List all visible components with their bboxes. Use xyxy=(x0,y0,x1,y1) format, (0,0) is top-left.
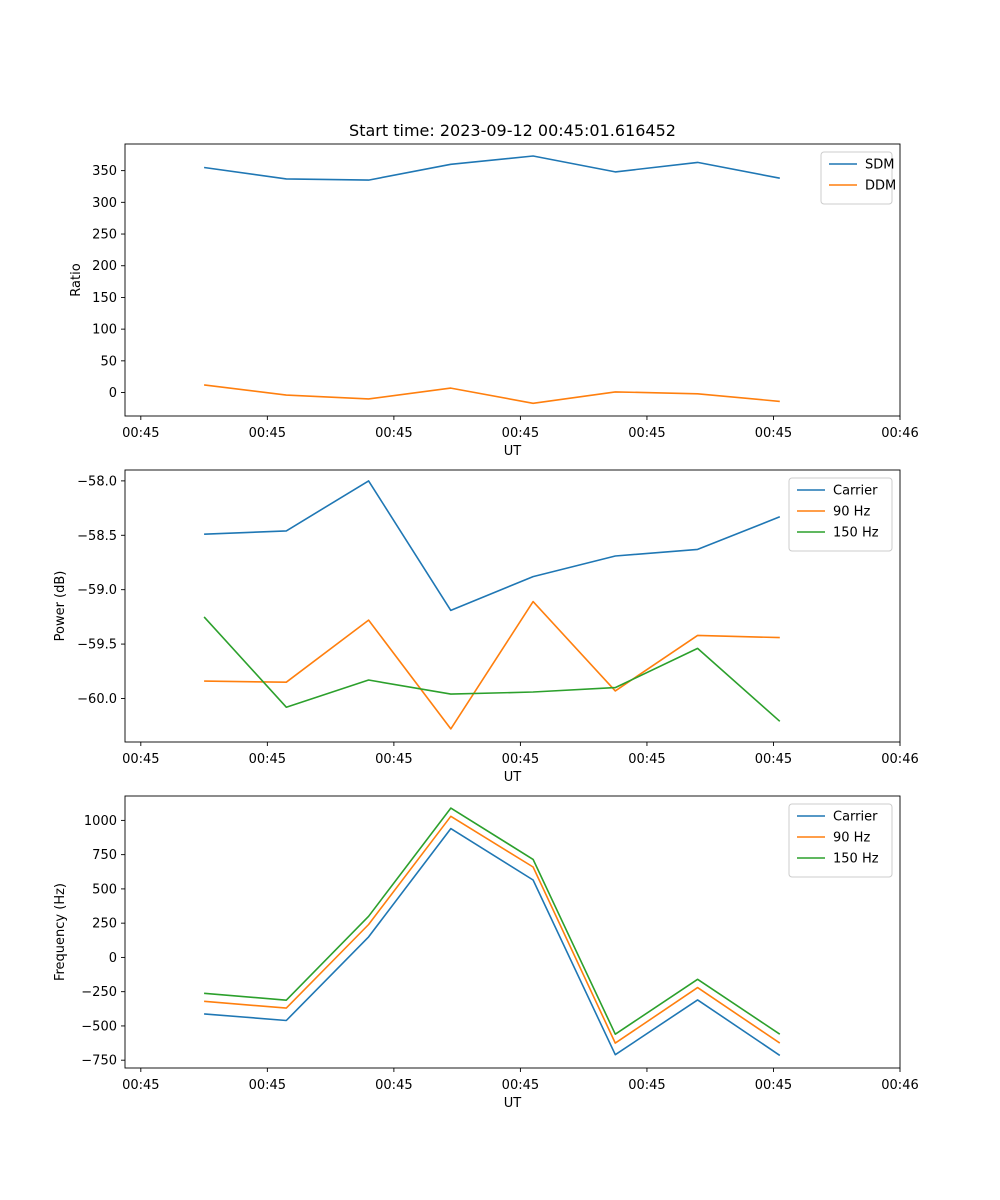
legend-label: SDM xyxy=(865,158,894,173)
chart-panel-1: 00:45 00:45 00:45 00:45 00:45 00:45 00:46 0 50 10… xyxy=(69,143,919,459)
y-tick-label: −60.0 xyxy=(77,692,117,707)
y-tick-label: 50 xyxy=(100,354,117,369)
y-tick-label: 250 xyxy=(92,228,117,243)
x-tick-label: 00:45 xyxy=(502,752,539,767)
series-line-150-hz xyxy=(204,807,781,1035)
legend-label: Carrier xyxy=(833,810,878,825)
x-tick-label: 00:45 xyxy=(628,426,665,441)
x-tick-label: 00:46 xyxy=(881,752,918,767)
axes-frame xyxy=(124,469,901,743)
y-tick-label: 1000 xyxy=(84,814,117,829)
legend-label: Carrier xyxy=(833,484,878,499)
y-tick-label: 350 xyxy=(92,164,117,179)
y-tick-label: 0 xyxy=(109,951,117,966)
chart-panel-2: 00:45 00:45 00:45 00:45 00:45 00:45 00:46 −60.0… xyxy=(53,469,919,785)
series-line-carrier xyxy=(204,480,781,612)
x-tick-label: 00:45 xyxy=(502,426,539,441)
x-tick-label: 00:45 xyxy=(375,752,412,767)
series-line-90-hz xyxy=(204,815,781,1044)
axes-frame xyxy=(124,143,901,417)
series-line-ddm xyxy=(204,384,780,405)
axes-frame xyxy=(124,795,901,1069)
x-tick-label: 00:45 xyxy=(502,1078,539,1093)
y-tick-label: 150 xyxy=(92,291,117,306)
y-axis-label: Ratio xyxy=(69,263,84,296)
y-tick-label: 250 xyxy=(92,917,117,932)
legend-label: 150 Hz xyxy=(833,852,879,867)
y-tick-label: 750 xyxy=(92,848,117,863)
x-tick-label: 00:45 xyxy=(249,426,286,441)
legend-label: 150 Hz xyxy=(833,526,879,541)
legend-label: 90 Hz xyxy=(833,505,870,520)
series-line-90-hz xyxy=(204,600,780,730)
x-axis-label: UT xyxy=(504,770,522,785)
x-tick-label: 00:45 xyxy=(249,752,286,767)
x-tick-label: 00:45 xyxy=(628,1078,665,1093)
x-tick-label: 00:45 xyxy=(755,426,792,441)
x-tick-label: 00:45 xyxy=(628,752,665,767)
x-axis-label: UT xyxy=(504,444,522,459)
x-tick-label: 00:45 xyxy=(755,752,792,767)
chart-panel-3: 00:45 00:45 00:45 00:45 00:45 00:45 00:46 −750 −… xyxy=(53,795,919,1111)
x-tick-label: 00:45 xyxy=(122,752,159,767)
y-tick-label: −58.5 xyxy=(77,529,117,544)
x-tick-label: 00:45 xyxy=(375,1078,412,1093)
y-tick-label: −58.0 xyxy=(77,474,117,489)
x-tick-label: 00:45 xyxy=(122,426,159,441)
legend-label: DDM xyxy=(865,179,896,194)
x-tick-label: 00:45 xyxy=(249,1078,286,1093)
x-tick-label: 00:46 xyxy=(881,1078,918,1093)
y-tick-label: 300 xyxy=(92,196,117,211)
figure-title: Start time: 2023-09-12 00:45:01.616452 xyxy=(349,121,676,140)
y-tick-label: −250 xyxy=(81,985,117,1000)
series-line-150-hz xyxy=(203,616,781,722)
y-tick-label: −500 xyxy=(81,1019,117,1034)
y-tick-label: 200 xyxy=(92,259,117,274)
y-axis-label: Frequency (Hz) xyxy=(53,883,68,981)
x-tick-label: 00:46 xyxy=(881,426,918,441)
y-axis-label: Power (dB) xyxy=(53,571,68,642)
x-axis-label: UT xyxy=(504,1096,522,1111)
legend: Carrier 90 Hz 150 Hz xyxy=(788,477,893,552)
series-line-carrier xyxy=(204,827,781,1057)
y-tick-label: 0 xyxy=(109,386,117,401)
y-tick-label: 500 xyxy=(92,882,117,897)
legend: SDM DDM xyxy=(820,151,896,205)
legend-label: 90 Hz xyxy=(833,831,870,846)
y-tick-label: −59.0 xyxy=(77,583,117,598)
series-line-sdm xyxy=(203,155,780,181)
y-tick-label: 100 xyxy=(92,323,117,338)
y-tick-label: −59.5 xyxy=(77,638,117,653)
x-tick-label: 00:45 xyxy=(122,1078,159,1093)
x-tick-label: 00:45 xyxy=(375,426,412,441)
legend-box xyxy=(820,151,893,205)
legend: Carrier 90 Hz 150 Hz xyxy=(788,803,893,878)
y-tick-label: −750 xyxy=(81,1054,117,1069)
x-tick-label: 00:45 xyxy=(755,1078,792,1093)
